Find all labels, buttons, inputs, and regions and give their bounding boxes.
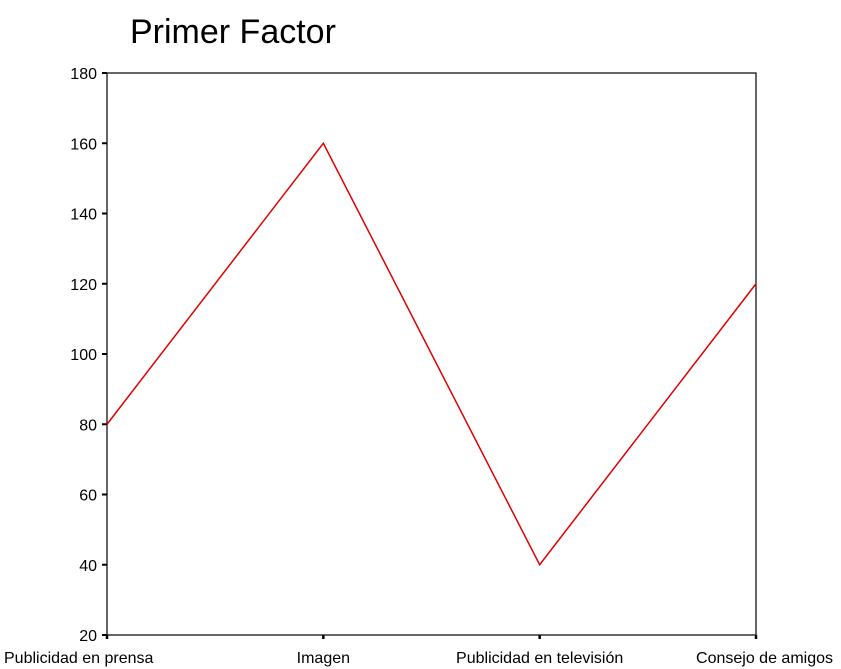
data-point [322,142,324,144]
y-tick-label: 20 [79,628,97,645]
data-point [755,283,757,285]
x-category-label: Consejo de amigos [696,650,833,667]
x-category-label: Publicidad en prensa [4,650,154,667]
data-point [106,423,108,425]
y-axis: 20 40 60 80 100 120 140 160 180 [70,66,107,645]
series-line [106,141,757,567]
y-tick-label: 100 [70,347,97,364]
x-category-label: Publicidad en televisión [456,650,623,667]
y-tick-label: 60 [79,488,97,505]
data-point [539,564,541,566]
x-category-label: Imagen [297,650,350,667]
chart-title: Primer Factor [130,13,336,51]
x-axis: Publicidad en prensa Imagen Publicidad en … [4,635,833,667]
y-tick-label: 140 [70,207,97,224]
series-layer [106,141,757,567]
y-tick-label: 80 [79,417,97,434]
y-tick-label: 180 [70,66,97,83]
y-tick-label: 160 [70,136,97,153]
y-tick-label: 120 [70,277,97,294]
y-tick-label: 40 [79,558,97,575]
